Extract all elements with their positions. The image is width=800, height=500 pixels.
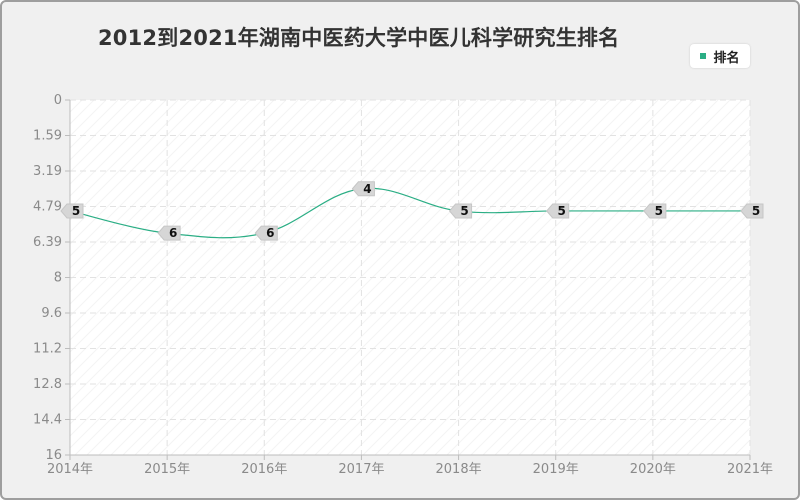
x-tick-label: 2016年 [241, 462, 287, 477]
x-tick-label: 2019年 [533, 462, 579, 477]
x-tick-label: 2018年 [436, 462, 482, 477]
x-tick-label: 2017年 [338, 462, 384, 477]
data-label: 6 [266, 226, 274, 240]
point-marker [643, 203, 667, 219]
legend-swatch [700, 53, 707, 59]
point-marker [740, 203, 764, 219]
data-label: 5 [558, 204, 566, 218]
data-point[interactable]: 5 [643, 203, 667, 219]
data-point[interactable]: 5 [448, 203, 473, 219]
y-tick-label: 14.4 [33, 413, 62, 428]
data-point[interactable]: 5 [740, 203, 764, 219]
point-marker [448, 203, 473, 219]
point-marker [351, 181, 375, 197]
x-tick-label: 2015年 [144, 462, 190, 477]
point-marker [157, 225, 181, 241]
data-point[interactable]: 4 [351, 181, 375, 197]
x-axis-ticks: 2014年 2015年 2016年 2017年 2018年 2019年 2020年 2021年 [47, 455, 773, 477]
data-points: 5 6 6 4 5 5 5 5 [60, 181, 764, 241]
x-tick-label: 2014年 [47, 462, 93, 477]
data-label: 6 [169, 226, 177, 240]
chart-title: 2012到2021年湖南中医药大学中医儿科学研究生排名 [98, 26, 620, 50]
data-point[interactable]: 6 [157, 225, 181, 241]
y-axis-ticks: 0 1.59 3.19 4.79 6.39 8 9.6 11.2 12.8 14.4 16 [33, 93, 70, 463]
y-tick-label: 1.59 [33, 129, 62, 144]
point-marker [254, 225, 278, 241]
y-tick-label: 11.2 [33, 342, 62, 357]
point-marker [546, 203, 570, 219]
y-tick-label: 12.8 [33, 377, 62, 392]
data-label: 5 [655, 204, 663, 218]
x-tick-label: 2020年 [630, 462, 676, 477]
data-point[interactable]: 5 [546, 203, 570, 219]
data-label: 5 [752, 204, 760, 218]
y-tick-label: 8 [54, 271, 62, 286]
y-tick-label: 9.6 [41, 306, 62, 321]
data-label: 4 [363, 182, 371, 196]
data-point[interactable]: 5 [60, 203, 84, 219]
x-tick-label: 2021年 [727, 462, 773, 477]
data-label: 5 [460, 204, 468, 218]
legend-label: 排名 [713, 50, 740, 66]
point-marker [60, 203, 84, 219]
y-tick-label: 16 [45, 448, 62, 463]
y-tick-label: 4.79 [33, 200, 62, 215]
grid-lines [69, 99, 751, 456]
y-tick-label: 3.19 [33, 164, 62, 179]
y-tick-label: 0 [54, 93, 62, 108]
y-tick-label: 6.39 [33, 235, 62, 250]
data-label: 5 [72, 204, 80, 218]
data-point[interactable]: 6 [254, 225, 278, 241]
legend[interactable]: 排名 [690, 44, 750, 68]
